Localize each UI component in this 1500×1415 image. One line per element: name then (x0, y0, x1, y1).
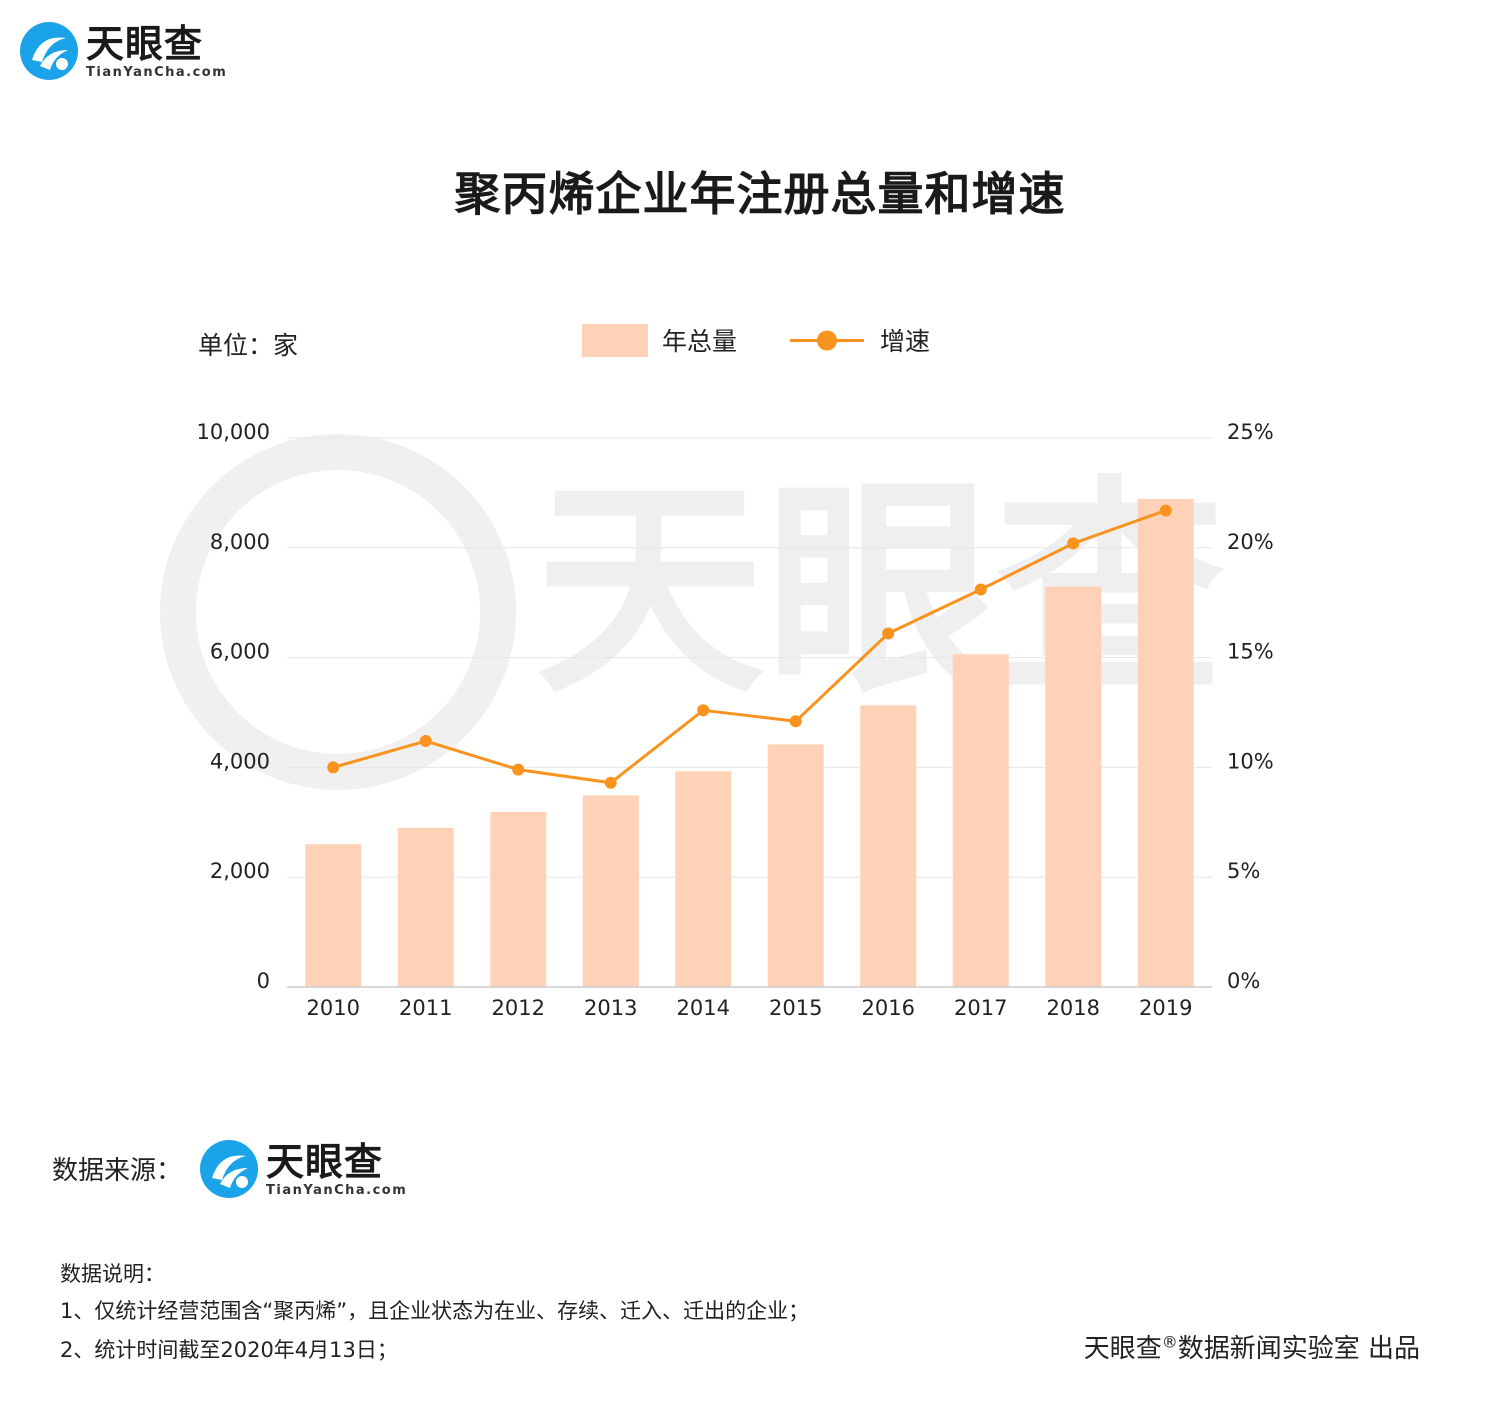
bar (767, 744, 824, 987)
source-brand-logo: 天眼查 TianYanCha.com (198, 1138, 407, 1200)
growth-point (327, 761, 340, 774)
credit-brand: 天眼查 (1083, 1334, 1162, 1364)
y-left-tick-label: 8,000 (210, 530, 270, 554)
x-tick-label: 2018 (1047, 996, 1100, 1020)
notes-title: 数据说明： (60, 1262, 165, 1286)
legend-line-label: 增速 (880, 327, 931, 356)
registered-mark: ® (1161, 1332, 1178, 1352)
bar (1137, 498, 1194, 987)
source-label: 数据来源： (52, 1156, 183, 1186)
growth-point (974, 583, 987, 596)
note-item: 2、统计时间截至2020年4月13日； (60, 1338, 398, 1362)
bar (397, 827, 454, 987)
bar (952, 654, 1009, 987)
y-right-tick-label: 15% (1227, 640, 1274, 664)
growth-point (1067, 537, 1080, 550)
legend-line-item: 增速 (790, 322, 930, 358)
bar (582, 795, 639, 987)
y-right-tick-label: 20% (1227, 530, 1274, 554)
bar (860, 705, 917, 987)
x-tick-label: 2017 (954, 996, 1007, 1020)
source-brand-domain: TianYanCha.com (266, 1183, 408, 1198)
tianyancha-logo-icon (200, 1140, 258, 1198)
y-right-tick-label: 25% (1227, 420, 1274, 444)
y-right-tick-label: 10% (1227, 749, 1274, 773)
y-right-tick-label: 0% (1227, 969, 1260, 993)
y-left-tick-label: 2,000 (210, 859, 270, 883)
x-tick-label: 2013 (584, 996, 637, 1020)
x-tick-label: 2019 (1139, 996, 1192, 1020)
x-tick-label: 2015 (769, 996, 822, 1020)
y-left-tick-label: 6,000 (210, 640, 270, 664)
growth-point (789, 715, 802, 728)
chart-plot: 天眼查 0 0% 2,000 5% 4,000 10% 6,000 15% 8,000 20% 10… (160, 420, 1274, 1020)
unit-label: 单位：家 (198, 331, 299, 360)
bar (675, 771, 732, 987)
tianyancha-logo-icon (20, 22, 78, 80)
y-left-tick-label: 4,000 (210, 749, 270, 773)
growth-point (1159, 504, 1172, 517)
growth-point (697, 704, 710, 717)
source-brand-name: 天眼查 (266, 1140, 384, 1184)
y-right-tick-label: 5% (1227, 859, 1260, 883)
x-tick-label: 2010 (307, 996, 360, 1020)
watermark: 天眼查 (160, 434, 1225, 790)
growth-point (512, 763, 525, 776)
brand-domain: TianYanCha.com (86, 65, 228, 80)
bar (490, 811, 547, 987)
brand-name: 天眼查 (86, 22, 204, 66)
credit-text: 数据新闻实验室 出品 (1177, 1334, 1420, 1364)
x-tick-label: 2012 (492, 996, 545, 1020)
chart-title: 聚丙烯企业年注册总量和增速 (454, 167, 1066, 221)
x-tick-label: 2016 (862, 996, 915, 1020)
legend-line-swatch (790, 330, 864, 350)
x-tick-label: 2014 (677, 996, 730, 1020)
note-item: 1、仅统计经营范围含“聚丙烯”，且企业状态为在业、存续、迁入、迁出的企业； (60, 1299, 810, 1323)
legend-bar-item: 年总量 (582, 322, 737, 358)
growth-point (604, 776, 617, 789)
svg-text:天眼查: 天眼查 (535, 458, 1225, 725)
growth-point (882, 627, 895, 640)
y-left-tick-label: 0 (257, 969, 270, 993)
legend-bar-swatch (582, 323, 648, 357)
credit-line: 天眼查®数据新闻实验室 出品 (1084, 1328, 1420, 1365)
x-tick-label: 2011 (399, 996, 452, 1020)
bar (1045, 586, 1102, 987)
legend-bar-label: 年总量 (662, 327, 738, 356)
brand-logo: 天眼查 TianYanCha.com (18, 20, 227, 82)
growth-line (332, 509, 1167, 785)
growth-point (419, 735, 432, 748)
y-left-tick-label: 10,000 (197, 420, 270, 444)
bar (305, 844, 362, 987)
